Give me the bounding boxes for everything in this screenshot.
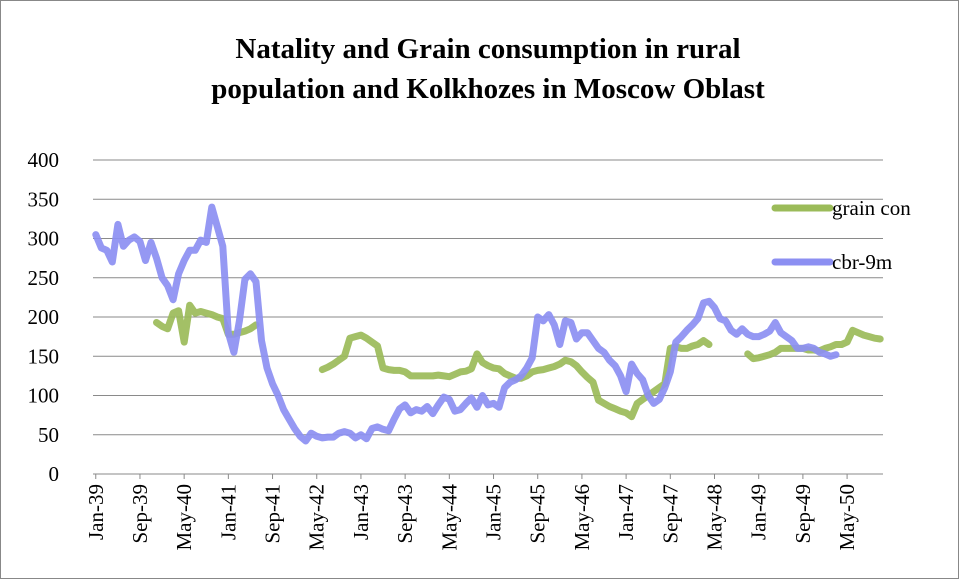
y-tick-label: 150: [28, 344, 60, 368]
x-tick-label: May-44: [437, 484, 461, 551]
x-tick-label: Jan-43: [349, 484, 373, 540]
x-tick-label: Jan-47: [614, 484, 638, 540]
x-tick-label: Sep-45: [526, 484, 550, 544]
y-tick-label: 0: [49, 462, 60, 486]
x-tick-label: Sep-43: [393, 484, 417, 544]
x-tick-label: Sep-41: [261, 484, 285, 544]
x-tick-label: May-40: [172, 484, 196, 551]
y-tick-label: 250: [28, 266, 60, 290]
y-tick-label: 300: [28, 227, 60, 251]
x-tick-label: Jan-49: [747, 484, 771, 540]
legend-label: cbr-9m: [832, 250, 892, 274]
x-tick-label: Sep-49: [791, 484, 815, 544]
y-tick-label: 350: [28, 187, 60, 211]
x-tick-label: Sep-39: [128, 484, 152, 544]
x-tick-label: May-48: [703, 484, 727, 551]
x-tick-label: May-50: [835, 484, 859, 551]
x-tick-label: May-46: [570, 484, 594, 551]
x-tick-label: Jan-45: [482, 484, 506, 540]
y-tick-label: 400: [28, 148, 60, 172]
x-tick-label: Jan-39: [84, 484, 108, 540]
x-tick-label: Sep-47: [658, 484, 682, 544]
series-line: [92, 203, 840, 445]
chart-title: Natality and Grain consumption in rural: [235, 33, 740, 65]
chart-title: population and Kolkhozes in Moscow Oblas…: [211, 73, 765, 105]
y-tick-label: 100: [28, 384, 60, 408]
x-tick-label: May-42: [305, 484, 329, 551]
x-tick-label: Jan-41: [216, 484, 240, 540]
y-tick-label: 50: [38, 423, 59, 447]
legend-label: grain con: [832, 196, 911, 220]
y-tick-label: 200: [28, 305, 60, 329]
